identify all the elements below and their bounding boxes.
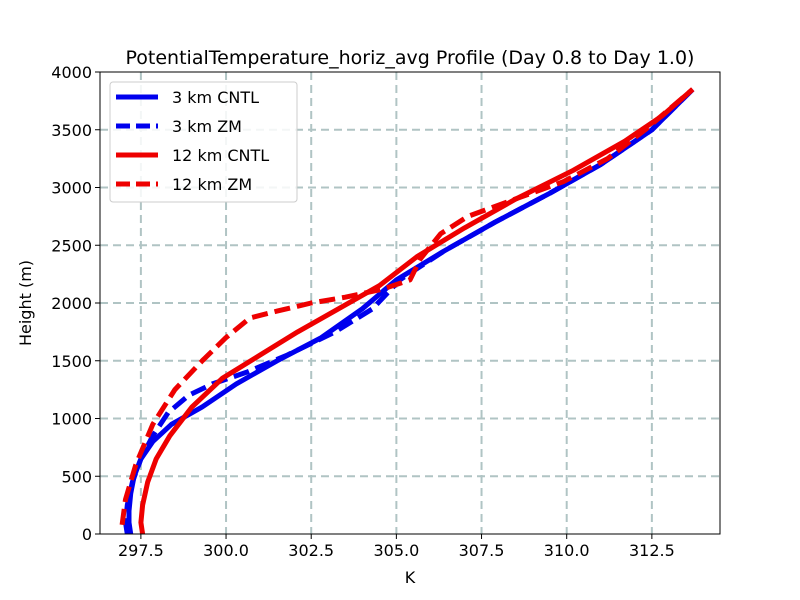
y-tick-label: 0 bbox=[82, 525, 92, 544]
x-tick-label: 305.0 bbox=[373, 541, 419, 560]
legend-label-12-km-zm: 12 km ZM bbox=[172, 175, 252, 194]
y-tick-label: 1000 bbox=[51, 410, 92, 429]
y-tick-label: 2000 bbox=[51, 294, 92, 313]
y-tick-label: 4000 bbox=[51, 63, 92, 82]
series-line-12-km-cntl bbox=[138, 87, 695, 535]
series-line-12-km-zm bbox=[119, 87, 695, 526]
plot-series bbox=[119, 87, 695, 535]
x-tick-label: 307.5 bbox=[459, 541, 505, 560]
x-tick-label: 300.0 bbox=[203, 541, 249, 560]
legend-box bbox=[109, 81, 298, 203]
x-tick-label: 297.5 bbox=[118, 541, 164, 560]
y-tick-label: 1500 bbox=[51, 352, 92, 371]
tick-labels: 297.5 300.0 302.5 305.0 307.5 310.0 312.5 0 500 1… bbox=[51, 63, 674, 560]
y-axis-label: Height (m) bbox=[16, 260, 35, 346]
legend-label-3-km-zm: 3 km ZM bbox=[172, 117, 242, 136]
legend-label-12-km-cntl: 12 km CNTL bbox=[172, 146, 269, 165]
legend-label-3-km-cntl: 3 km CNTL bbox=[172, 88, 259, 107]
y-tick-label: 2500 bbox=[51, 236, 92, 255]
y-tick-label: 3000 bbox=[51, 179, 92, 198]
y-tick-label: 500 bbox=[61, 467, 92, 486]
legend: 3 km CNTL 3 km ZM 12 km CNTL 12 km ZM bbox=[109, 81, 298, 203]
x-tick-label: 302.5 bbox=[288, 541, 334, 560]
y-tick-label: 3500 bbox=[51, 121, 92, 140]
tick-marks bbox=[95, 71, 653, 539]
x-tick-label: 310.0 bbox=[544, 541, 590, 560]
x-tick-label: 312.5 bbox=[629, 541, 675, 560]
chart-title: PotentialTemperature_horiz_avg Profile (… bbox=[126, 47, 695, 69]
x-axis-label: K bbox=[405, 568, 416, 587]
